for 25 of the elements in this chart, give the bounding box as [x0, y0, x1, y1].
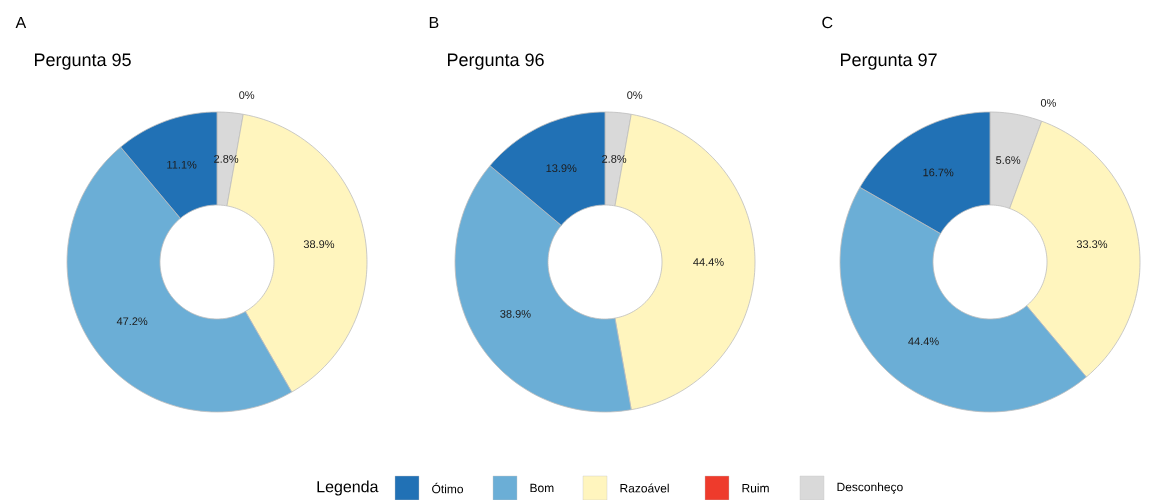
legend-label: Bom	[530, 483, 554, 493]
chart-title: Pergunta 96	[448, 53, 544, 70]
text: B	[429, 16, 439, 28]
chart-title: Pergunta 95	[35, 53, 131, 70]
data-label: 38.9%	[303, 240, 335, 249]
text: 0%	[1040, 98, 1056, 107]
chart-title: Pergunta 97	[841, 53, 937, 70]
data-label: 5.6%	[996, 156, 1021, 164]
text: 0%	[239, 91, 255, 99]
text: C	[822, 16, 833, 29]
text: 0%	[627, 91, 643, 99]
legend-label: Razoável	[620, 483, 669, 493]
data-label: 38.9%	[500, 309, 531, 318]
data-label: 44.4%	[908, 337, 939, 346]
data-label: 44.4%	[693, 258, 724, 266]
data-label: 33.3%	[1076, 240, 1108, 249]
data-label: 11.1%	[167, 160, 197, 169]
data-label: 16.7%	[923, 168, 954, 177]
data-label: 47.2%	[116, 317, 148, 326]
legend-label: Ruim	[742, 483, 769, 493]
data-label: 13.9%	[546, 164, 577, 173]
legend-label: Desconheço	[837, 482, 903, 494]
legend-label: Ótimo	[432, 482, 464, 494]
text: A	[15, 16, 27, 28]
legend-title: Legenda	[317, 480, 379, 496]
